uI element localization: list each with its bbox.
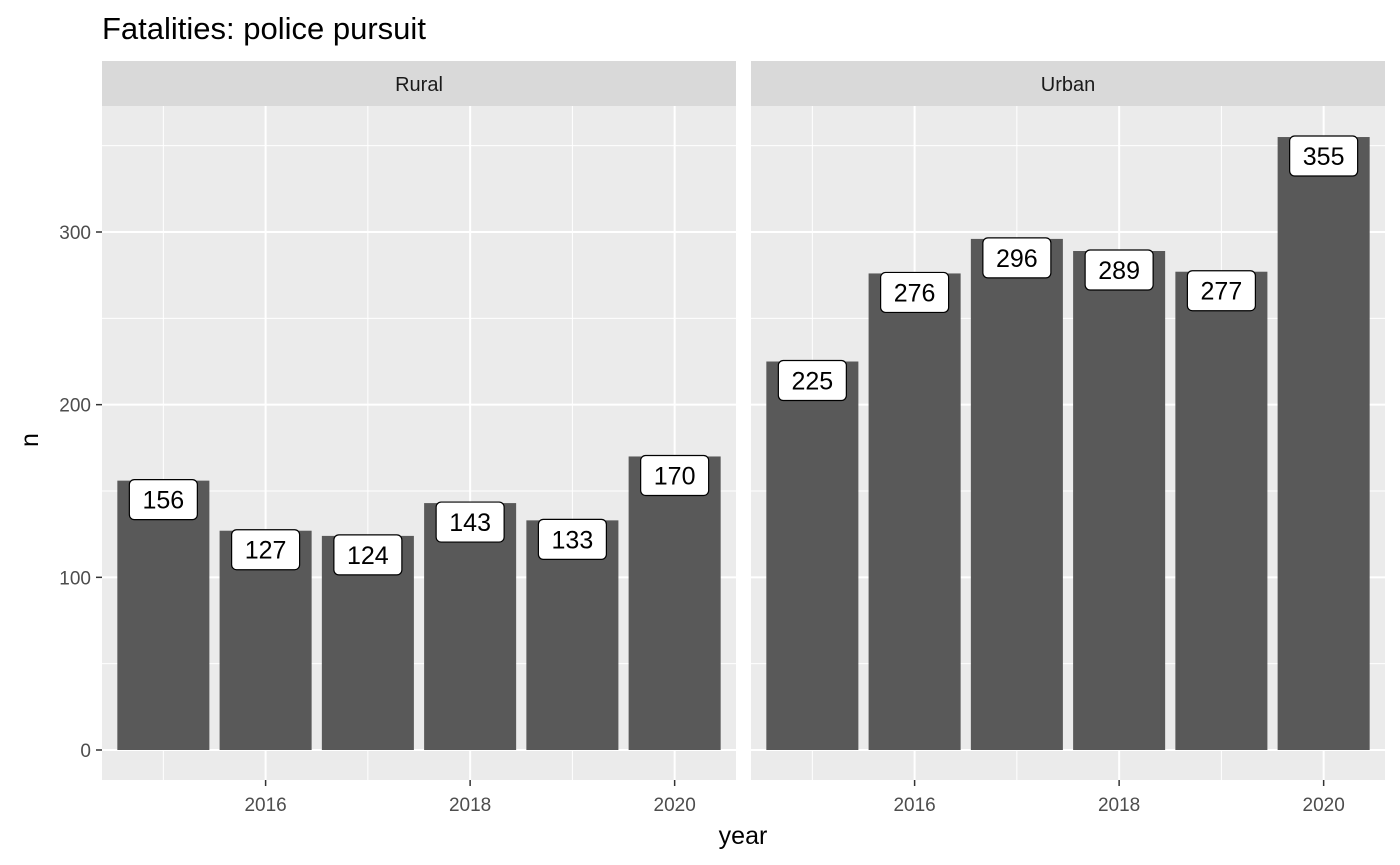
facet-strip (751, 61, 1385, 106)
bar-label-text: 355 (1303, 143, 1345, 171)
bar-label: 225 (777, 359, 847, 402)
bar-label-box (435, 501, 505, 543)
bar (766, 361, 859, 750)
facet-panel-rural: Rural 156 127 124 143 133 170 2016 2018 2020 (102, 61, 736, 816)
bar-label: 156 (128, 479, 198, 521)
bar-label: 277 (1186, 270, 1256, 312)
bar-label-box (1186, 270, 1256, 312)
bar-label-text: 127 (245, 537, 287, 565)
x-tick-label: 2016 (893, 795, 935, 816)
y-axis-title: n (16, 433, 44, 447)
bar-label-text: 289 (1098, 257, 1140, 285)
bar-label: 143 (435, 501, 505, 543)
x-tick-label: 2018 (1098, 795, 1140, 816)
chart-title: Fatalities: police pursuit (102, 11, 426, 46)
bar (117, 480, 210, 750)
bar-label-box (880, 271, 950, 314)
bar-label-text: 170 (654, 462, 696, 490)
facet-strip-label: Urban (1041, 74, 1095, 96)
y-tick-label: 200 (59, 396, 91, 417)
facet-strip (102, 61, 736, 106)
bar-label-text: 124 (347, 542, 389, 570)
bar-label: 127 (231, 529, 301, 571)
y-axis: 0 100 200 300 (59, 223, 102, 762)
bar (1175, 271, 1268, 750)
bar-label: 355 (1289, 135, 1359, 177)
x-tick-label: 2020 (1303, 795, 1345, 816)
bar-label: 289 (1084, 249, 1154, 291)
bar-label-text: 225 (791, 368, 833, 396)
bar-label-box (982, 237, 1052, 279)
bar-label-box (333, 534, 403, 576)
bar-label: 296 (982, 237, 1052, 279)
bar (1277, 137, 1370, 751)
bar (1073, 250, 1166, 750)
y-tick-label: 300 (59, 223, 91, 244)
bar-label: 170 (640, 454, 710, 497)
bar (868, 273, 961, 750)
bar-label-box (1289, 135, 1359, 177)
bar-label-text: 143 (449, 509, 491, 537)
bar-label-box (640, 454, 710, 497)
bar-label-box (231, 529, 301, 571)
bar-label-text: 156 (142, 487, 184, 515)
x-tick-label: 2016 (244, 795, 286, 816)
bar-label-box (777, 359, 847, 402)
bar-label-text: 277 (1201, 278, 1243, 306)
facet-panel-urban: Urban 225 276 296 289 277 355 2016 2018 2020 (751, 61, 1385, 816)
bar-label-box (128, 479, 198, 521)
bar-label: 124 (333, 534, 403, 576)
bar-label-text: 296 (996, 245, 1038, 273)
bar-label-text: 133 (552, 526, 594, 554)
bar (628, 456, 721, 750)
y-tick-label: 100 (59, 568, 91, 589)
bar (970, 238, 1063, 750)
bar (424, 503, 517, 750)
bar-label: 276 (880, 271, 950, 314)
bar-label-text: 276 (894, 279, 936, 307)
x-tick-label: 2020 (654, 795, 696, 816)
facet-strip-label: Rural (395, 74, 443, 96)
y-tick-label: 0 (80, 741, 91, 762)
x-axis-title: year (719, 822, 768, 850)
x-tick-label: 2018 (449, 795, 491, 816)
bar-label: 133 (537, 518, 607, 560)
bar-label-box (537, 518, 607, 560)
bar-label-box (1084, 249, 1154, 291)
